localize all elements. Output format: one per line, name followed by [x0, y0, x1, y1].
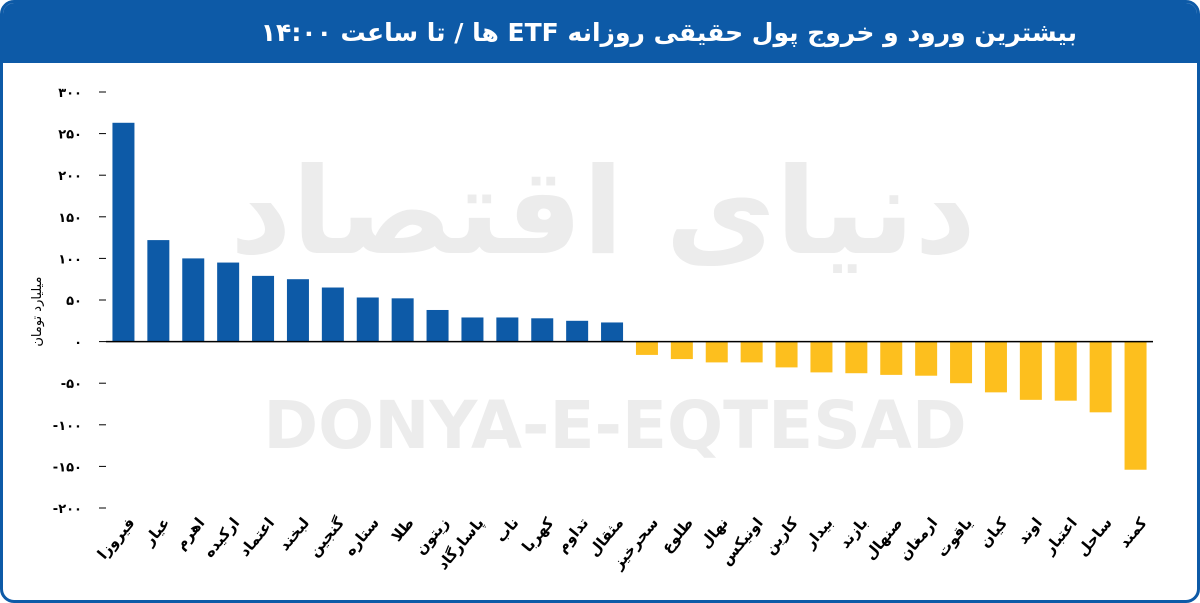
bar — [880, 341, 903, 375]
bar — [566, 320, 589, 342]
bar — [950, 341, 973, 384]
category-label: عیار — [139, 514, 173, 550]
category-label: طلوع — [657, 514, 696, 556]
category-label: کارین — [761, 514, 802, 558]
bar — [705, 341, 728, 363]
y-tick-label: ۲۰۰ — [58, 169, 82, 184]
bar — [252, 275, 275, 342]
bar — [915, 341, 938, 376]
category-label: کیان — [976, 514, 1011, 551]
bar — [531, 318, 554, 342]
category-label: ارکیده — [200, 514, 243, 561]
category-label: اعتبار — [1039, 514, 1080, 558]
title-bar: بیشترین ورود و خروج پول حقیقی روزانه ETF… — [3, 3, 1197, 63]
bar — [1089, 341, 1112, 413]
bar — [670, 341, 693, 360]
y-tick-label: -۲۰۰ — [53, 502, 82, 517]
y-tick-label: -۱۰۰ — [53, 419, 82, 434]
y-tick-label: ۱۰۰ — [58, 252, 82, 267]
bar-chart: دنیای اقتصاد DONYA-E-EQTESAD ۳۰۰ ۲۵۰ ۲۰۰ ۱۵۰ ۱… — [30, 86, 1153, 574]
category-label: گنجین — [305, 514, 348, 560]
category-label: اعتماد — [235, 514, 278, 560]
bar — [321, 287, 344, 342]
bar — [286, 279, 309, 342]
category-label: طلا — [388, 514, 418, 545]
bar — [217, 262, 240, 342]
bar — [601, 322, 624, 342]
bar — [635, 341, 658, 355]
bar — [147, 240, 170, 342]
category-label: کمند — [1115, 514, 1151, 551]
watermark-persian: دنیای اقتصاد — [230, 143, 976, 282]
bar — [1124, 341, 1147, 470]
category-label: اوند — [1014, 514, 1046, 548]
watermark-latin: DONYA-E-EQTESAD — [263, 387, 966, 464]
bar — [356, 297, 379, 342]
category-label: یاقوت — [933, 514, 976, 560]
category-label: فیروزا — [94, 514, 139, 563]
bar — [112, 122, 135, 342]
category-label: بیدار — [800, 514, 836, 553]
y-tick-label: ۳۰۰ — [58, 86, 82, 101]
bar — [391, 298, 414, 342]
bar — [775, 341, 798, 368]
y-tick-label: ۵۰ — [66, 294, 82, 309]
y-axis-title: میلیارد تومان — [30, 277, 45, 347]
category-label: ناب — [492, 514, 523, 546]
y-tick-label: -۱۵۰ — [53, 460, 82, 475]
bar — [426, 309, 449, 342]
y-tick-label: ۱۵۰ — [58, 211, 82, 226]
y-tick-label: ۲۵۰ — [58, 128, 82, 143]
bar — [182, 258, 205, 342]
category-label: ستاره — [341, 514, 383, 559]
y-tick-label: -۵۰ — [61, 377, 82, 392]
bar — [845, 341, 868, 374]
bar — [984, 341, 1007, 393]
category-label: ارمغان — [895, 514, 941, 564]
bar — [496, 317, 519, 342]
bar — [810, 341, 833, 373]
chart-title: بیشترین ورود و خروج پول حقیقی روزانه ETF… — [260, 18, 1077, 47]
y-tick-label: ۰ — [74, 336, 82, 351]
category-label: کهربا — [518, 514, 557, 556]
bar — [740, 341, 763, 363]
bar — [1019, 341, 1042, 400]
category-label: ساحل — [1073, 514, 1115, 560]
bar — [1054, 341, 1077, 401]
bar — [461, 317, 484, 342]
